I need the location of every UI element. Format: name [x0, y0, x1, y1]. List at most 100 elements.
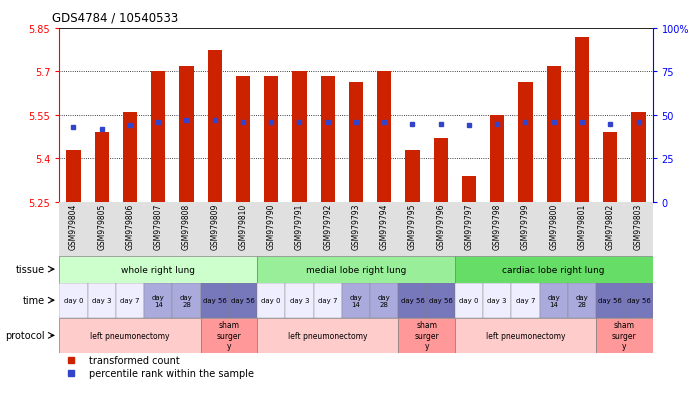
- Bar: [200, 318, 257, 353]
- Bar: [207, 50, 222, 202]
- Bar: [540, 283, 568, 318]
- Bar: [200, 283, 229, 318]
- Text: GSM979803: GSM979803: [634, 204, 643, 250]
- Bar: [229, 283, 257, 318]
- Text: sham
surger
y: sham surger y: [216, 321, 242, 350]
- Text: GSM979802: GSM979802: [606, 204, 615, 249]
- Text: sham
surger
y: sham surger y: [612, 321, 637, 350]
- Bar: [59, 283, 87, 318]
- Bar: [95, 133, 109, 202]
- Bar: [596, 283, 625, 318]
- Bar: [342, 283, 370, 318]
- Text: day 7: day 7: [120, 297, 140, 304]
- Text: day 3: day 3: [290, 297, 309, 304]
- Text: GSM979808: GSM979808: [182, 204, 191, 249]
- Text: day 56: day 56: [231, 297, 255, 304]
- Text: left pneumonectomy: left pneumonectomy: [90, 331, 170, 340]
- Bar: [236, 77, 250, 202]
- Text: day 56: day 56: [598, 297, 622, 304]
- Bar: [285, 283, 313, 318]
- Text: GSM979795: GSM979795: [408, 204, 417, 250]
- Bar: [151, 72, 165, 202]
- Text: GSM979804: GSM979804: [69, 204, 78, 250]
- Bar: [433, 139, 448, 202]
- Bar: [547, 66, 560, 202]
- Text: day
28: day 28: [576, 294, 588, 307]
- Text: day 0: day 0: [459, 297, 479, 304]
- Text: sham
surger
y: sham surger y: [414, 321, 439, 350]
- Text: GSM979805: GSM979805: [97, 204, 106, 250]
- Text: GSM979797: GSM979797: [464, 204, 473, 250]
- Bar: [632, 113, 646, 202]
- Text: day 56: day 56: [401, 297, 424, 304]
- Text: protocol: protocol: [6, 330, 45, 341]
- Bar: [490, 116, 504, 202]
- Text: GDS4784 / 10540533: GDS4784 / 10540533: [52, 12, 179, 25]
- Bar: [257, 318, 399, 353]
- Bar: [87, 283, 116, 318]
- Text: day 7: day 7: [516, 297, 535, 304]
- Bar: [320, 77, 335, 202]
- Bar: [116, 283, 144, 318]
- Bar: [455, 283, 483, 318]
- Bar: [426, 283, 455, 318]
- Bar: [59, 256, 257, 283]
- Bar: [179, 66, 193, 202]
- Bar: [483, 283, 512, 318]
- Bar: [512, 283, 540, 318]
- Bar: [519, 83, 533, 202]
- Text: day 3: day 3: [487, 297, 507, 304]
- Text: GSM979792: GSM979792: [323, 204, 332, 250]
- Text: day
14: day 14: [547, 294, 560, 307]
- Bar: [625, 283, 653, 318]
- Text: left pneumonectomy: left pneumonectomy: [486, 331, 565, 340]
- Bar: [603, 133, 617, 202]
- Text: transformed count: transformed count: [89, 355, 180, 365]
- Bar: [313, 283, 342, 318]
- Text: whole right lung: whole right lung: [121, 265, 195, 274]
- Bar: [575, 38, 589, 202]
- Bar: [377, 72, 392, 202]
- Text: GSM979798: GSM979798: [493, 204, 502, 250]
- Text: GSM979793: GSM979793: [352, 204, 360, 250]
- Bar: [568, 283, 596, 318]
- Bar: [257, 256, 455, 283]
- Text: tissue: tissue: [16, 264, 45, 275]
- Text: day 56: day 56: [627, 297, 651, 304]
- Text: GSM979794: GSM979794: [380, 204, 389, 250]
- Text: GSM979807: GSM979807: [154, 204, 163, 250]
- Text: GSM979810: GSM979810: [239, 204, 248, 249]
- Text: day
28: day 28: [180, 294, 193, 307]
- Text: GSM979799: GSM979799: [521, 204, 530, 250]
- Text: percentile rank within the sample: percentile rank within the sample: [89, 368, 254, 378]
- Text: day 0: day 0: [262, 297, 281, 304]
- Bar: [370, 283, 399, 318]
- Text: day 7: day 7: [318, 297, 337, 304]
- Text: day 0: day 0: [64, 297, 83, 304]
- Text: time: time: [23, 295, 45, 306]
- Text: day
14: day 14: [152, 294, 165, 307]
- Text: left pneumonectomy: left pneumonectomy: [288, 331, 367, 340]
- Bar: [455, 256, 653, 283]
- Bar: [66, 150, 80, 202]
- Text: GSM979801: GSM979801: [577, 204, 586, 249]
- Text: day
14: day 14: [350, 294, 362, 307]
- Bar: [406, 150, 419, 202]
- Text: GSM979800: GSM979800: [549, 204, 558, 250]
- Text: day
28: day 28: [378, 294, 391, 307]
- Bar: [123, 113, 137, 202]
- Text: GSM979806: GSM979806: [126, 204, 135, 250]
- Bar: [257, 283, 285, 318]
- Bar: [292, 72, 306, 202]
- Bar: [59, 318, 200, 353]
- Text: cardiac lobe right lung: cardiac lobe right lung: [503, 265, 605, 274]
- Text: GSM979796: GSM979796: [436, 204, 445, 250]
- Bar: [399, 318, 455, 353]
- Text: day 56: day 56: [203, 297, 227, 304]
- Text: medial lobe right lung: medial lobe right lung: [306, 265, 406, 274]
- Text: day 56: day 56: [429, 297, 453, 304]
- Bar: [399, 283, 426, 318]
- Text: GSM979791: GSM979791: [295, 204, 304, 250]
- Bar: [462, 176, 476, 202]
- Text: GSM979809: GSM979809: [210, 204, 219, 250]
